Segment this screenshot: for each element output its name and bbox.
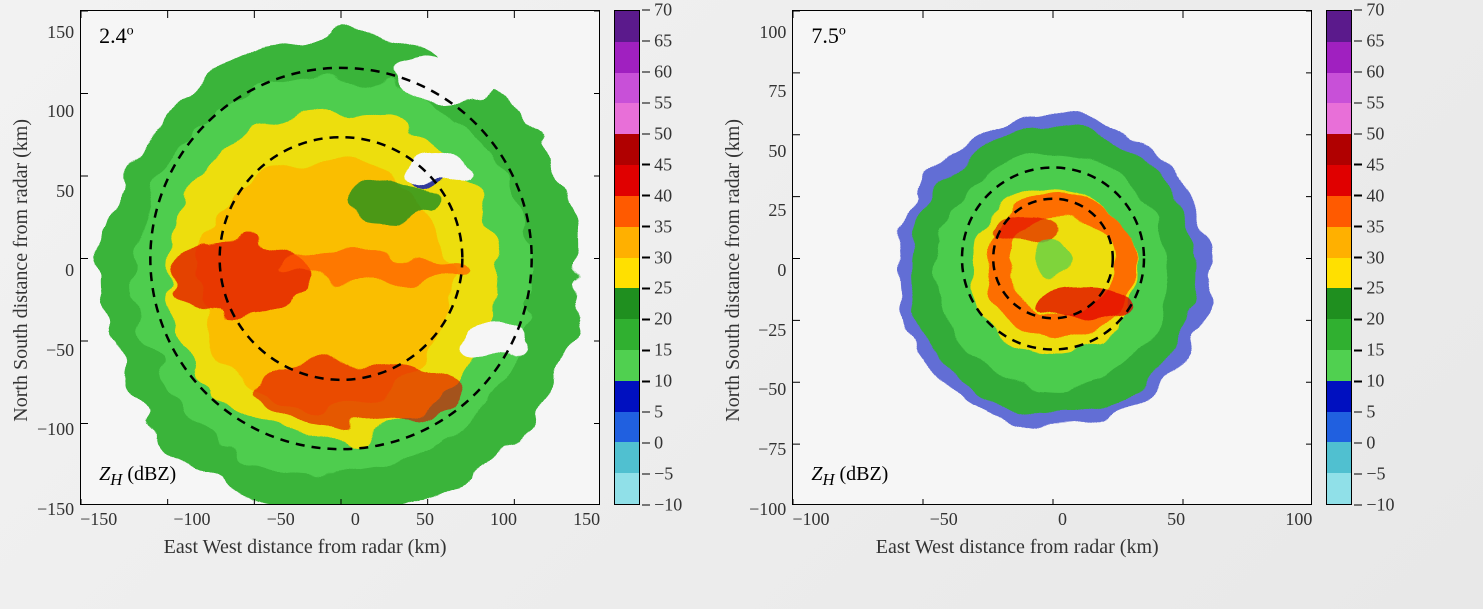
yticks-right: 1007550250−25−50−75−100 [749, 23, 786, 518]
panel-right: North South distance from radar (km) 100… [722, 10, 1394, 599]
variable-label-right: ZH (dBZ) [811, 463, 888, 490]
xlabel-left: East West distance from radar (km) [164, 536, 447, 559]
elevation-label-left: 2.4o [99, 23, 134, 49]
ylabel-right: North South distance from radar (km) [722, 119, 745, 422]
plot-box-right: 7.5o ZH (dBZ) [792, 10, 1312, 505]
variable-label-left: ZH (dBZ) [99, 463, 176, 490]
ylabel-left: North South distance from radar (km) [10, 119, 33, 422]
xlabel-right: East West distance from radar (km) [876, 536, 1159, 559]
colorbar-ticks-left: 7065605550454035302520151050−5−10 [642, 10, 682, 505]
radar-svg-left [81, 11, 600, 505]
elevation-label-right: 7.5o [811, 23, 846, 49]
plot-area-right: North South distance from radar (km) 100… [722, 10, 1312, 599]
colorbar-strip-right [1326, 10, 1352, 505]
xticks-right: −100−50050100 [792, 509, 1312, 530]
yticks-left: 150100500−50−100−150 [37, 23, 74, 518]
radar-figure: North South distance from radar (km) 150… [0, 0, 1483, 609]
panel-left: North South distance from radar (km) 150… [10, 10, 682, 599]
xticks-left: −150−100−50050100150 [80, 509, 600, 530]
colorbar-ticks-right: 7065605550454035302520151050−5−10 [1354, 10, 1394, 505]
radar-svg-right [793, 11, 1312, 505]
plot-area-left: North South distance from radar (km) 150… [10, 10, 600, 599]
plot-box-left: 2.4o ZH (dBZ) [80, 10, 600, 505]
colorbar-right: 7065605550454035302520151050−5−10 [1326, 10, 1394, 599]
colorbar-left: 7065605550454035302520151050−5−10 [614, 10, 682, 599]
colorbar-strip-left [614, 10, 640, 505]
